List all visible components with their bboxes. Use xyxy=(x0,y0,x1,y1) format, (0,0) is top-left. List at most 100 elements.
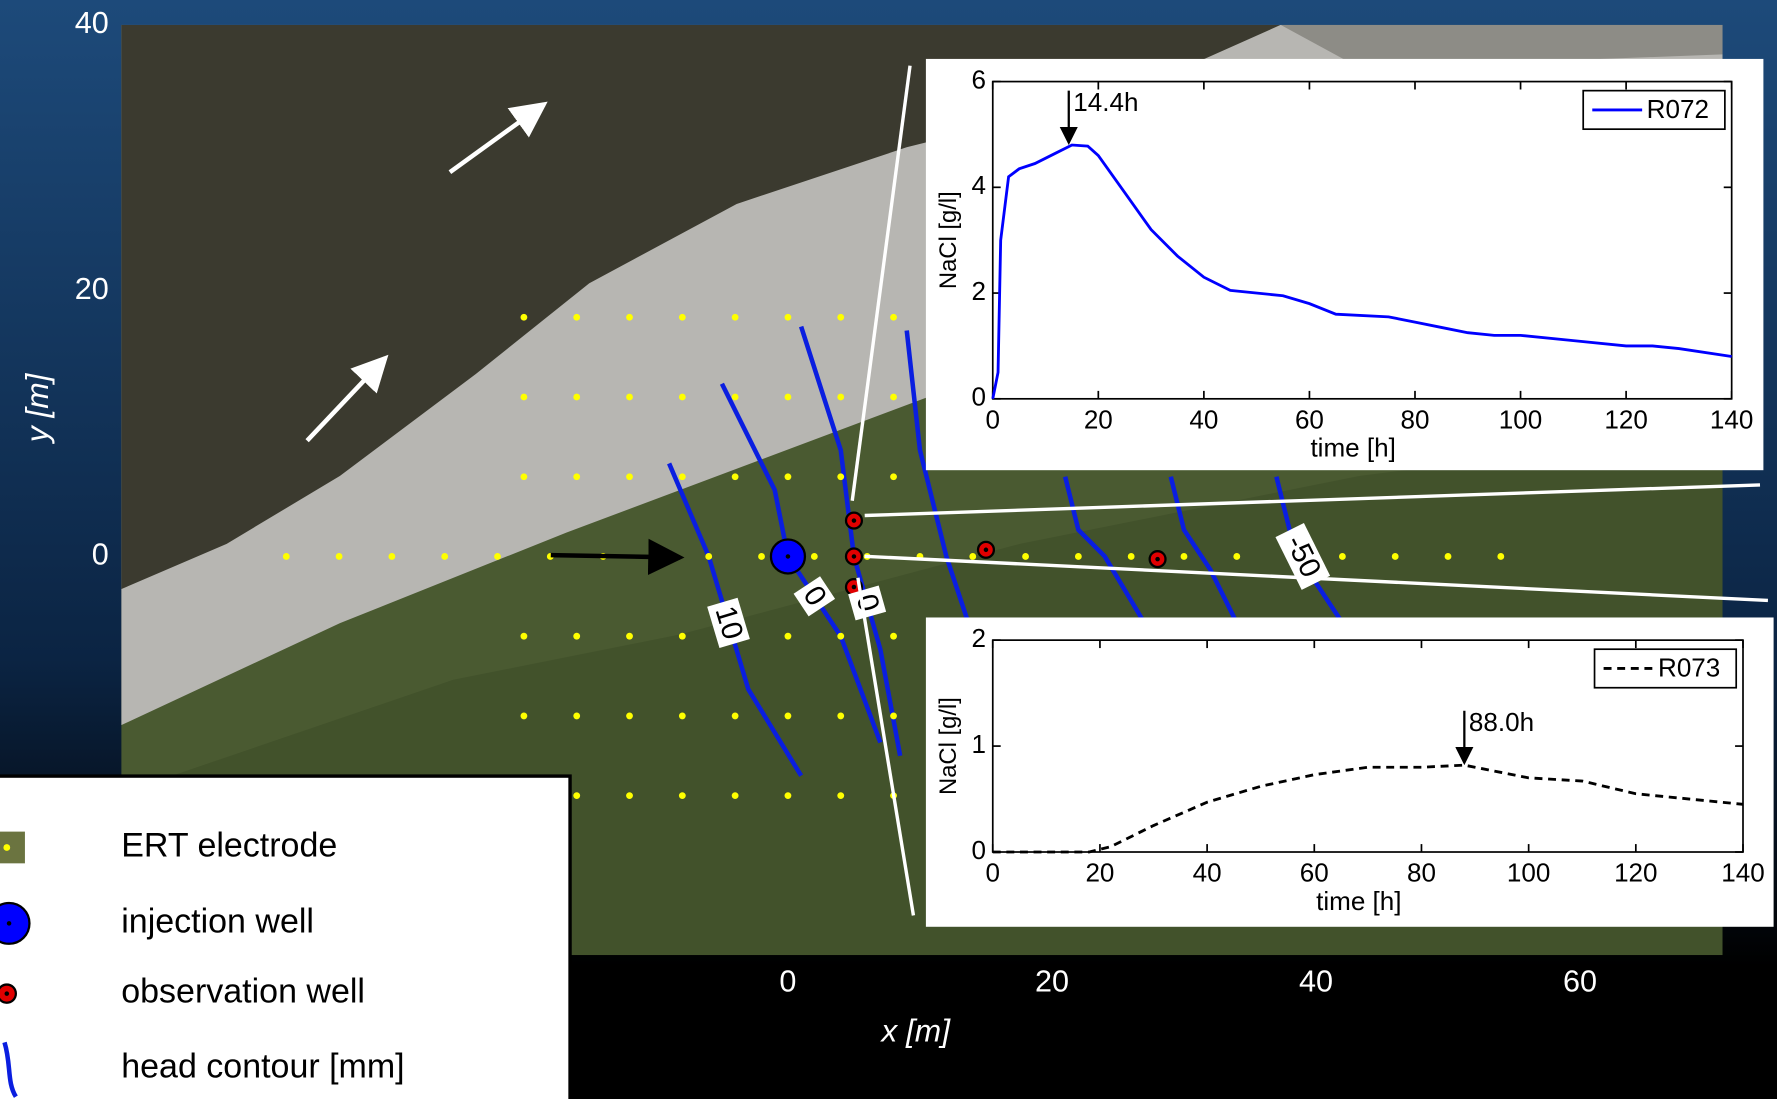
x-tick-label: 60 xyxy=(1295,404,1324,434)
electrode xyxy=(283,553,290,560)
electrode xyxy=(732,713,739,720)
electrode xyxy=(626,394,633,401)
electrode xyxy=(573,473,580,480)
electrode xyxy=(969,553,976,560)
electrode xyxy=(1445,553,1452,560)
well-center xyxy=(852,518,857,523)
electrode xyxy=(785,473,792,480)
x-tick-label: 100 xyxy=(1507,858,1550,888)
electrode xyxy=(573,394,580,401)
electrode xyxy=(573,792,580,799)
electrode xyxy=(837,713,844,720)
electrode xyxy=(573,633,580,640)
electrode xyxy=(811,553,818,560)
electrode xyxy=(1497,553,1504,560)
page: 1000-50020406002040x [m]y [m] 0204060801… xyxy=(0,0,1777,1099)
electrode xyxy=(785,792,792,799)
electrode xyxy=(837,473,844,480)
legend-label: injection well xyxy=(121,902,314,940)
y-tick-label: 20 xyxy=(75,272,109,306)
map-legend: ERT electrodeinjection wellobservation w… xyxy=(0,776,570,1099)
electrode xyxy=(732,792,739,799)
electrode xyxy=(837,633,844,640)
x-tick-label: 20 xyxy=(1085,858,1114,888)
x-tick-label: 80 xyxy=(1407,858,1436,888)
x-tick-label: 40 xyxy=(1189,404,1218,434)
electrode xyxy=(1339,553,1346,560)
electrode xyxy=(626,713,633,720)
legend-marker xyxy=(3,844,10,851)
y-axis-title: y [m] xyxy=(19,372,55,444)
x-tick-label: 20 xyxy=(1035,965,1069,999)
electrode xyxy=(837,314,844,321)
electrode xyxy=(837,792,844,799)
well-center xyxy=(852,554,857,559)
x-tick-label: 0 xyxy=(779,965,796,999)
x-tick-label: 0 xyxy=(986,858,1001,888)
annotation-text: 14.4h xyxy=(1073,87,1138,117)
x-tick-label: 0 xyxy=(986,404,1001,434)
well-center xyxy=(786,554,791,559)
electrode xyxy=(732,314,739,321)
legend-marker-center xyxy=(7,921,12,926)
x-tick-label: 40 xyxy=(1299,965,1333,999)
y-tick-label: 6 xyxy=(971,64,986,94)
electrode xyxy=(441,553,448,560)
electrode xyxy=(679,713,686,720)
legend-label: head contour [mm] xyxy=(121,1047,404,1085)
x-axis-title: time [h] xyxy=(1310,433,1395,463)
legend-label: R073 xyxy=(1658,652,1720,682)
y-tick-label: 2 xyxy=(971,276,986,306)
electrode xyxy=(785,713,792,720)
electrode xyxy=(1233,553,1240,560)
electrode xyxy=(890,314,897,321)
electrode xyxy=(890,394,897,401)
figure: 1000-50020406002040x [m]y [m] 0204060801… xyxy=(0,0,1777,1099)
electrode xyxy=(336,553,343,560)
electrode xyxy=(1075,553,1082,560)
x-axis-title: x [m] xyxy=(879,1013,951,1049)
electrode xyxy=(785,314,792,321)
x-tick-label: 120 xyxy=(1604,404,1647,434)
y-tick-label: 0 xyxy=(971,835,986,865)
x-tick-label: 60 xyxy=(1300,858,1329,888)
electrode xyxy=(626,792,633,799)
legend-label: observation well xyxy=(121,973,365,1011)
electrode xyxy=(758,553,765,560)
x-tick-label: 80 xyxy=(1401,404,1430,434)
well-center xyxy=(1155,557,1160,562)
electrode xyxy=(679,473,686,480)
legend-marker-center xyxy=(5,991,10,996)
electrode xyxy=(388,553,395,560)
injection-arrow xyxy=(551,555,680,557)
x-tick-label: 140 xyxy=(1710,404,1753,434)
electrode xyxy=(521,633,528,640)
x-tick-label: 120 xyxy=(1614,858,1657,888)
electrode xyxy=(732,473,739,480)
x-axis-title: time [h] xyxy=(1316,886,1401,916)
x-tick-label: 60 xyxy=(1563,965,1597,999)
x-tick-label: 40 xyxy=(1193,858,1222,888)
electrode xyxy=(679,633,686,640)
electrode xyxy=(679,792,686,799)
y-tick-label: 0 xyxy=(971,382,986,412)
y-tick-label: 1 xyxy=(971,729,986,759)
x-tick-label: 140 xyxy=(1721,858,1764,888)
y-tick-label: 40 xyxy=(75,6,109,40)
y-tick-label: 2 xyxy=(971,623,986,653)
electrode xyxy=(890,473,897,480)
inset-chart: 020406080100120140012time [h]NaCl [g/l]R… xyxy=(926,617,1774,926)
electrode xyxy=(573,314,580,321)
y-tick-label: 0 xyxy=(92,538,109,572)
legend-marker xyxy=(0,903,29,944)
electrode xyxy=(494,553,501,560)
electrode xyxy=(785,633,792,640)
y-axis-title: NaCl [g/l] xyxy=(935,191,962,289)
electrode xyxy=(705,553,712,560)
electrode xyxy=(890,713,897,720)
electrode xyxy=(1128,553,1135,560)
x-tick-label: 20 xyxy=(1084,404,1113,434)
electrode xyxy=(732,394,739,401)
electrode xyxy=(679,394,686,401)
